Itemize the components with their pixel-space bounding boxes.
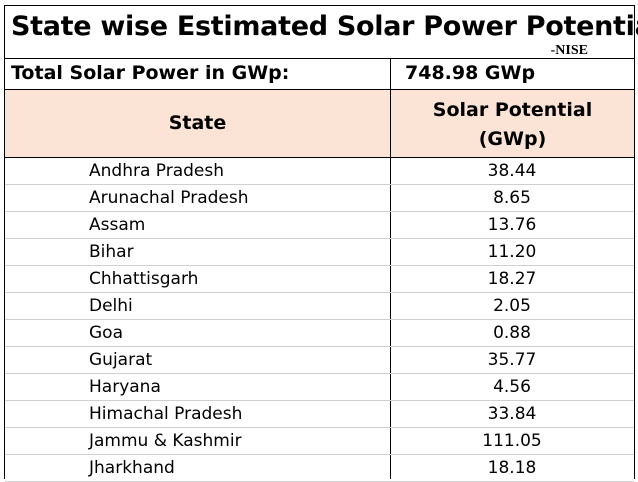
source-label: -NISE xyxy=(550,43,588,58)
header-potential-line1: Solar Potential xyxy=(432,99,593,121)
table-row: Andhra Pradesh 38.44 xyxy=(5,158,634,185)
state-name: Delhi xyxy=(89,296,133,316)
table-row: Bihar 11.20 xyxy=(5,239,634,266)
solar-potential-value: 2.05 xyxy=(493,296,531,316)
state-name: Goa xyxy=(89,323,123,343)
column-divider xyxy=(390,59,391,89)
table-row: Gujarat 35.77 xyxy=(5,347,634,374)
state-name: Jammu & Kashmir xyxy=(89,431,242,451)
table-row: Chhattisgarh 18.27 xyxy=(5,266,634,293)
solar-potential-value: 8.65 xyxy=(493,188,531,208)
state-name: Arunachal Pradesh xyxy=(89,188,249,208)
solar-potential-value: 4.56 xyxy=(493,377,531,397)
solar-potential-value: 38.44 xyxy=(487,161,537,181)
header-state: State xyxy=(168,112,227,134)
state-name: Haryana xyxy=(89,377,161,397)
table-row: Delhi 2.05 xyxy=(5,293,634,320)
state-name: Bihar xyxy=(89,242,134,262)
table-row: Jammu & Kashmir 111.05 xyxy=(5,428,634,455)
state-name: Assam xyxy=(89,215,146,235)
solar-potential-value: 33.84 xyxy=(487,404,537,424)
solar-potential-value: 35.77 xyxy=(487,350,537,370)
state-name: Andhra Pradesh xyxy=(89,161,225,181)
table-body: Andhra Pradesh 38.44 Arunachal Pradesh 8.65… xyxy=(4,158,635,482)
table-row: Arunachal Pradesh 8.65 xyxy=(5,185,634,212)
state-name: Chhattisgarh xyxy=(89,269,199,289)
table-header: State Solar Potential (GWp) xyxy=(4,90,635,158)
state-name: Gujarat xyxy=(89,350,153,370)
solar-potential-value: 0.88 xyxy=(493,323,531,343)
header-solar-potential: Solar Potential (GWp) xyxy=(391,96,634,154)
column-divider xyxy=(390,158,391,479)
state-name: Himachal Pradesh xyxy=(89,404,243,424)
total-row: Total Solar Power in GWp: 748.98 GWp xyxy=(4,59,635,90)
header-potential-line2: (GWp) xyxy=(478,128,547,150)
table-row: Haryana 4.56 xyxy=(5,374,634,401)
table-row: Himachal Pradesh 33.84 xyxy=(5,401,634,428)
total-label: Total Solar Power in GWp: xyxy=(11,62,290,84)
solar-potential-value: 11.20 xyxy=(487,242,537,262)
column-divider xyxy=(390,90,391,157)
page-title: State wise Estimated Solar Power Potenti… xyxy=(11,11,638,42)
total-value: 748.98 GWp xyxy=(405,62,536,84)
table-row: Goa 0.88 xyxy=(5,320,634,347)
title-row: State wise Estimated Solar Power Potenti… xyxy=(4,5,638,59)
solar-potential-value: 18.27 xyxy=(487,269,537,289)
state-name: Jharkhand xyxy=(89,458,175,478)
solar-potential-value: 13.76 xyxy=(487,215,537,235)
table-row: Assam 13.76 xyxy=(5,212,634,239)
solar-potential-value: 18.18 xyxy=(487,458,537,478)
table-row: Jharkhand 18.18 xyxy=(5,455,634,482)
solar-potential-value: 111.05 xyxy=(482,431,542,451)
